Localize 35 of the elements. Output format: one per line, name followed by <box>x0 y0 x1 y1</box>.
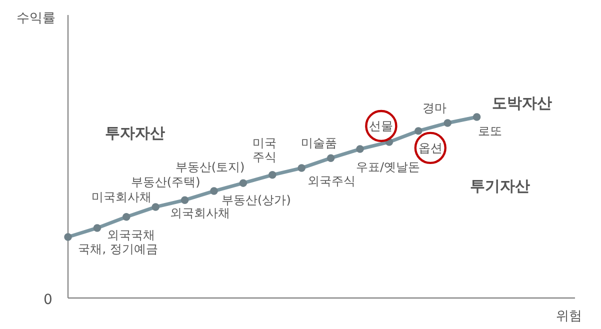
annotation: 로또 <box>478 124 502 138</box>
point <box>239 179 248 187</box>
text: 위험 <box>556 309 582 324</box>
text: 도박자산 <box>492 94 552 112</box>
point <box>122 213 130 221</box>
annotation: 미국 주식 <box>252 136 276 164</box>
annotation: 선물 <box>369 118 394 133</box>
text: 0 <box>44 292 52 308</box>
annotation: 외국주식 <box>308 174 356 188</box>
point <box>93 224 102 232</box>
text: 수익률 <box>16 11 56 26</box>
point <box>414 127 422 135</box>
point <box>268 171 276 179</box>
point <box>444 119 452 127</box>
annotation: 부동산(주택) <box>130 174 200 189</box>
point <box>298 164 306 172</box>
text: 경마 <box>422 100 447 115</box>
annotation: 투자자산 <box>105 124 165 142</box>
annotation: 외국국채 <box>107 228 156 242</box>
point <box>152 203 160 211</box>
annotation: 우표/옛날돈 <box>356 160 420 174</box>
point <box>210 187 218 195</box>
annotation: 옵션 <box>418 140 442 155</box>
point <box>326 154 335 162</box>
annotation: 미국회사채 <box>91 190 152 204</box>
annotation: 외국회사채 <box>170 206 230 220</box>
point <box>356 145 364 153</box>
annotation: 부동산(상가) <box>222 193 291 208</box>
annotation: 부동산(토지) <box>175 160 245 174</box>
annotation: 미술품 <box>300 136 337 150</box>
annotation: 투기자산 <box>470 177 530 195</box>
annotation: 국채, 정기예금 <box>78 242 158 256</box>
point <box>180 196 189 204</box>
point <box>64 233 72 241</box>
point <box>472 113 481 121</box>
